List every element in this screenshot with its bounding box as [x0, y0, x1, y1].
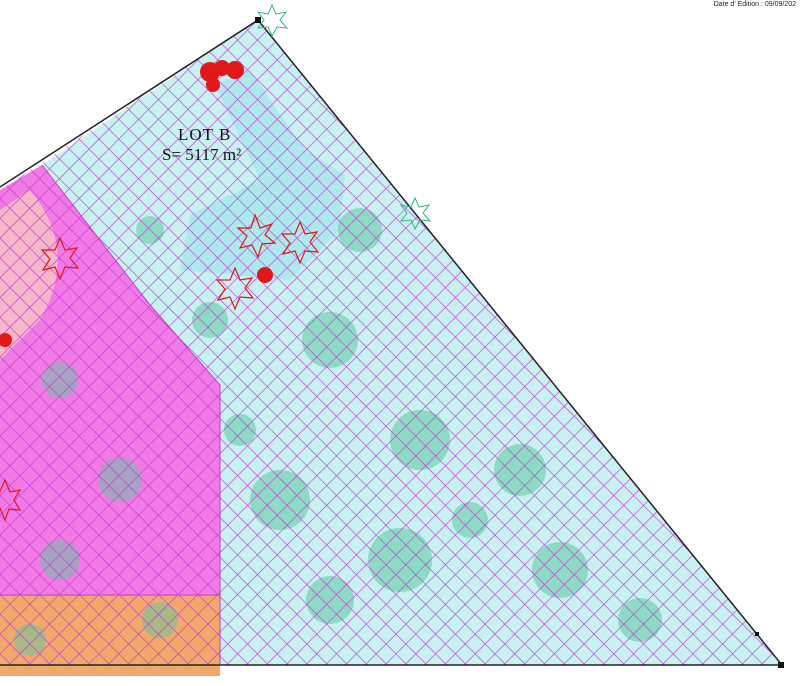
hatch-overlay — [0, 20, 782, 665]
shrub-symbols — [0, 213, 320, 522]
lot-area: S= 5117 m² — [162, 145, 242, 164]
green-star-symbols — [256, 3, 432, 231]
parcel-boundary — [0, 19, 784, 666]
boundary-markers — [255, 17, 784, 668]
lot-title: LOT B — [178, 125, 232, 144]
tree-symbols — [0, 60, 273, 347]
edition-date: Date d' Edition : 09/09/202 — [713, 1, 796, 8]
